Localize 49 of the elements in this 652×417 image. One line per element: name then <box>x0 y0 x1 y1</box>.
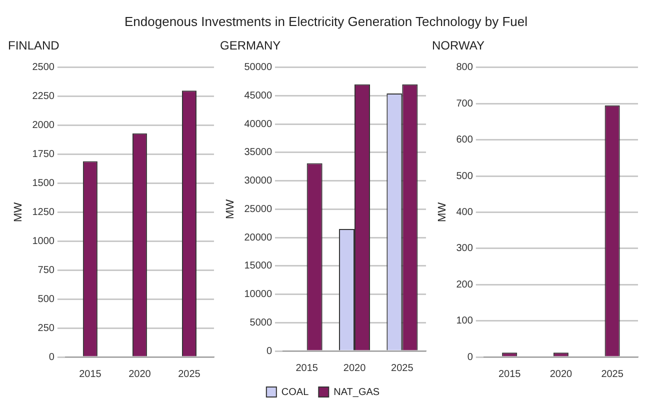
y-tick-label: 0 <box>467 352 474 363</box>
y-tick-label: 1500 <box>32 178 55 189</box>
x-tick-label: 2020 <box>550 368 572 380</box>
chart-title: FINLAND <box>8 38 60 53</box>
y-tick-label: 15000 <box>244 260 272 272</box>
y-tick-label: 200 <box>456 279 474 290</box>
y-axis-title: MW <box>224 198 237 219</box>
y-tick-label: 0 <box>48 352 55 363</box>
y-tick-label: 50000 <box>244 62 272 74</box>
text: Endogenous Investments in Electricity Generation Technology by Fuel <box>124 13 528 31</box>
y-tick-label: 0 <box>266 346 272 357</box>
y-tick-label: 400 <box>456 206 474 218</box>
y-tick-label: 10000 <box>244 289 272 300</box>
y-tick-label: 2250 <box>32 91 55 102</box>
y-axis-title: MW <box>436 202 449 222</box>
y-tick-label: 500 <box>38 294 55 305</box>
legend-label: NAT_GAS <box>334 386 380 398</box>
x-tick-label: 2020 <box>128 368 152 380</box>
y-tick-label: 600 <box>456 134 474 146</box>
y-tick-label: 45000 <box>244 90 272 102</box>
y-tick-label: 1250 <box>32 206 55 218</box>
x-tick-label: 2025 <box>391 362 414 374</box>
y-tick-label: 35000 <box>244 147 272 158</box>
x-tick-label: 2015 <box>296 362 318 374</box>
chart-title: NORWAY <box>432 38 484 53</box>
y-tick-label: 300 <box>456 243 474 254</box>
x-tick-label: 2020 <box>343 362 366 374</box>
y-tick-label: 30000 <box>244 176 272 187</box>
x-tick-label: 2015 <box>498 368 522 380</box>
y-tick-label: 250 <box>38 322 55 334</box>
chart-title: GERMANY <box>220 38 281 53</box>
y-tick-label: 500 <box>456 170 474 182</box>
legend-label: COAL <box>281 386 310 398</box>
y-tick-label: 100 <box>456 316 474 327</box>
y-tick-label: 2000 <box>32 120 55 132</box>
y-tick-label: 5000 <box>250 317 272 328</box>
x-tick-label: 2025 <box>178 368 201 380</box>
y-tick-label: 750 <box>38 264 55 276</box>
y-tick-label: 700 <box>456 98 474 110</box>
y-tick-label: 1000 <box>32 236 55 247</box>
y-tick-label: 40000 <box>244 118 272 130</box>
y-tick-label: 800 <box>456 62 474 74</box>
y-tick-label: 2500 <box>32 62 55 74</box>
y-tick-label: 25000 <box>244 204 272 215</box>
y-tick-label: 1750 <box>32 149 55 160</box>
y-tick-label: 20000 <box>244 232 272 244</box>
y-axis-title: MW <box>12 202 25 222</box>
x-tick-label: 2025 <box>601 368 624 380</box>
x-tick-label: 2015 <box>79 368 102 380</box>
